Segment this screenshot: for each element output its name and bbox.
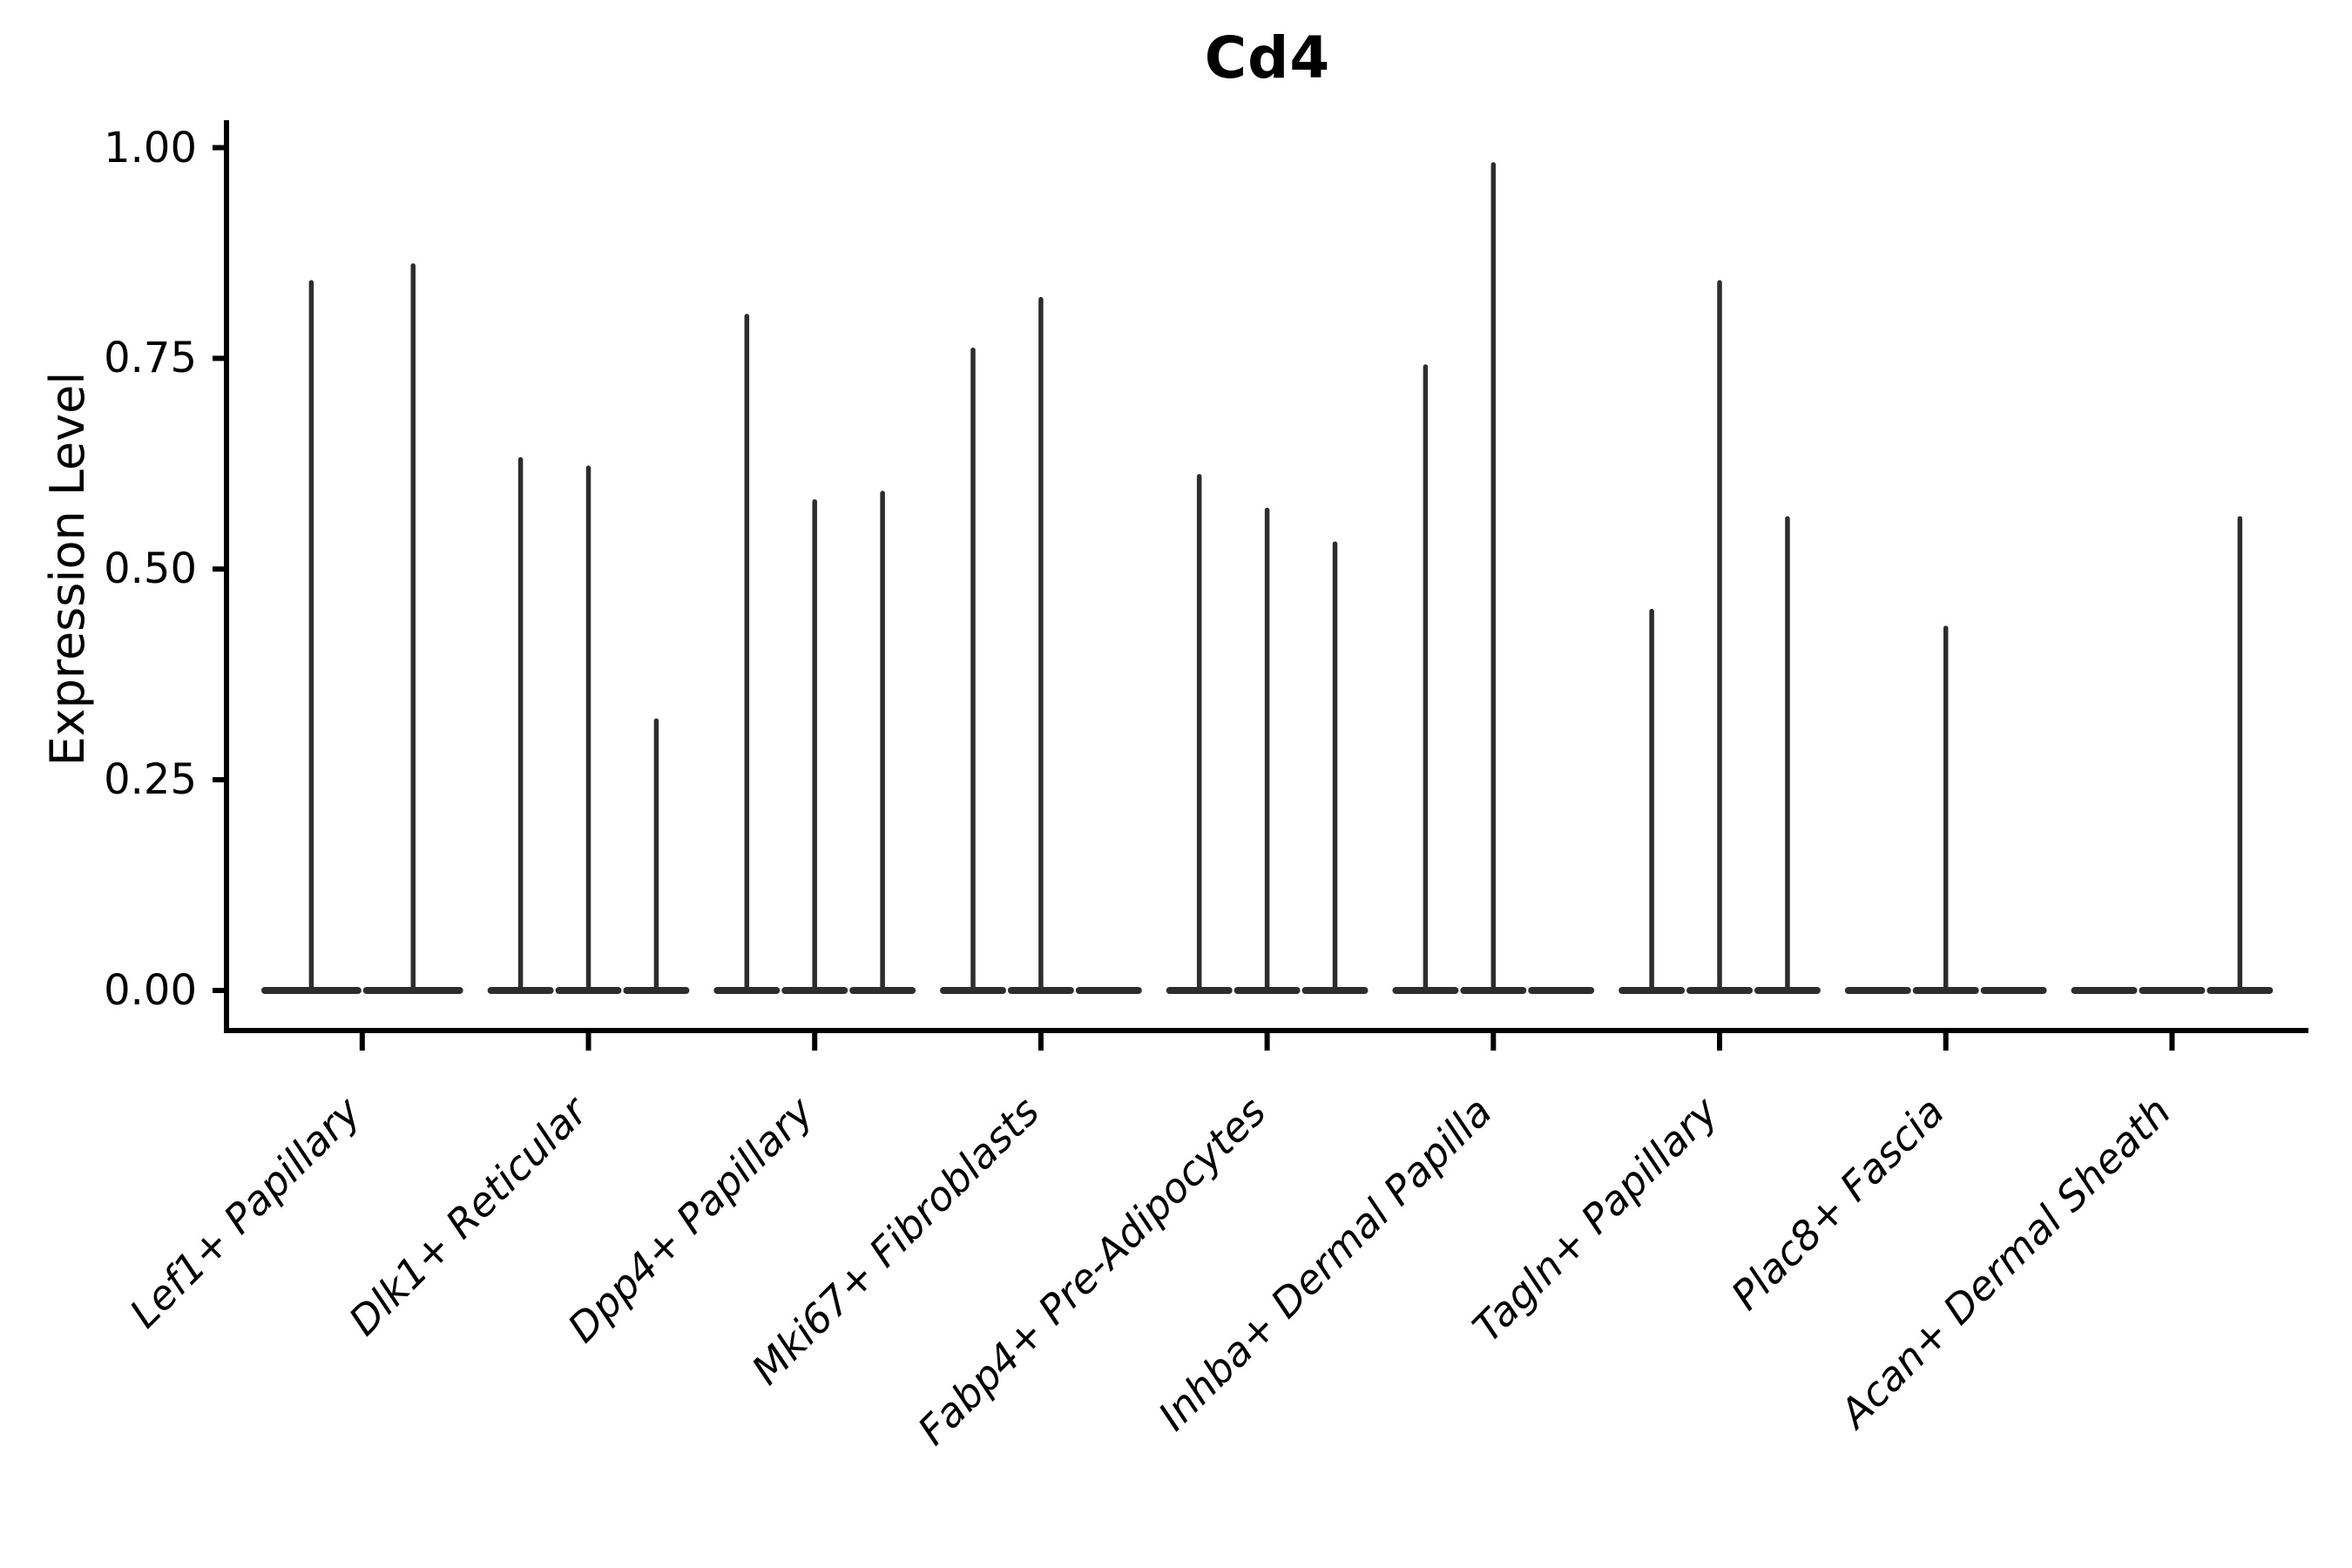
y-tick-label-2: 0.50 [104, 544, 197, 594]
y-tick-label-0: 0.00 [104, 966, 197, 1015]
y-tick-label-1: 0.25 [104, 755, 197, 805]
y-tick-label-3: 0.75 [104, 334, 197, 383]
chart-title: Cd4 [1204, 24, 1331, 91]
violin-series [260, 162, 2274, 994]
y-tick-label-4: 1.00 [104, 123, 197, 172]
axes-layer [213, 120, 2308, 1051]
